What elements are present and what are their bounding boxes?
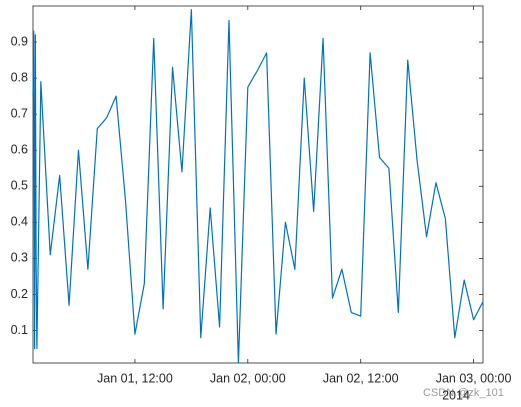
x-tick-label: Jan 02, 00:00 xyxy=(210,371,286,385)
y-tick-label: 0.1 xyxy=(11,323,28,337)
x-secondary-label: 2014 xyxy=(442,388,470,402)
watermark: CSDN @zk_101 xyxy=(423,387,504,399)
data-line xyxy=(32,9,484,364)
y-tick-label: 0.2 xyxy=(11,287,28,301)
y-tick-label: 0.5 xyxy=(11,179,28,193)
y-tick-label: 0.6 xyxy=(11,143,28,157)
y-tick-label: 0.7 xyxy=(11,106,28,120)
y-tick-label: 0.3 xyxy=(11,251,28,265)
y-tick-label: 0.9 xyxy=(11,34,28,48)
x-tick-label: Jan 01, 12:00 xyxy=(97,371,173,385)
x-tick-label: Jan 03, 00:00 xyxy=(436,371,512,385)
x-tick-label: Jan 02, 12:00 xyxy=(323,371,399,385)
y-tick-label: 0.8 xyxy=(11,70,28,84)
y-tick-label: 0.4 xyxy=(11,215,28,229)
plot-area xyxy=(32,5,484,364)
